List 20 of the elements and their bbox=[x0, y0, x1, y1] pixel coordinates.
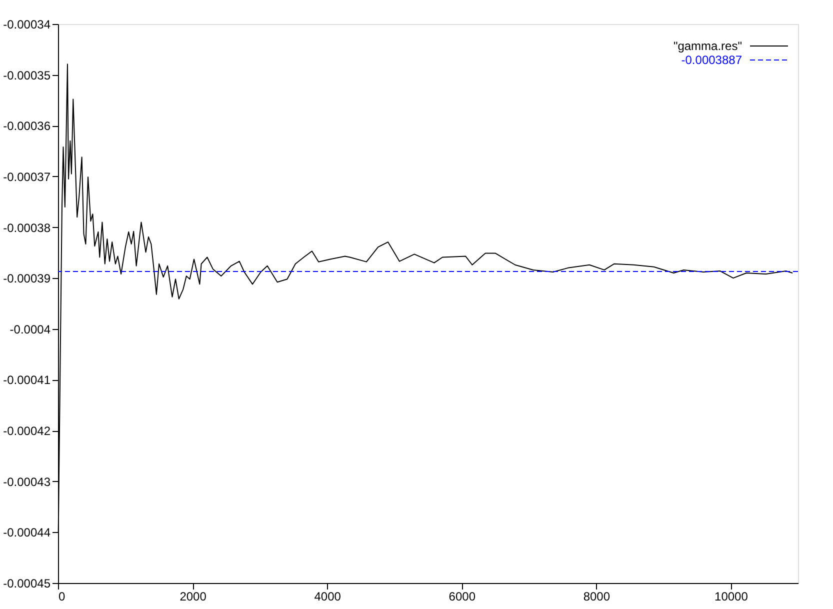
y-tick-label: -0.0004 bbox=[10, 322, 51, 336]
y-tick-label: -0.00043 bbox=[3, 474, 51, 489]
y-tick-label: -0.00045 bbox=[3, 576, 51, 590]
y-tick-label: -0.00036 bbox=[3, 119, 51, 134]
x-tick-label: 2000 bbox=[180, 590, 207, 604]
y-tick-label: -0.00035 bbox=[3, 68, 51, 82]
y-tick-label: -0.00041 bbox=[3, 373, 51, 388]
y-tick-label: -0.00042 bbox=[3, 424, 51, 438]
legend-label: -0.0003887 bbox=[681, 53, 742, 67]
y-tick-label: -0.00039 bbox=[3, 272, 51, 286]
x-tick-label: 8000 bbox=[583, 590, 610, 604]
x-tick-label: 10000 bbox=[714, 590, 748, 604]
y-tick-label: -0.00037 bbox=[3, 170, 51, 184]
y-tick-label: -0.00034 bbox=[3, 18, 51, 32]
y-tick-label: -0.00038 bbox=[3, 220, 51, 235]
legend-label: "gamma.res" bbox=[673, 39, 742, 53]
x-tick-label: 4000 bbox=[314, 590, 342, 604]
x-tick-label: 6000 bbox=[448, 590, 476, 604]
y-tick-label: -0.00044 bbox=[3, 526, 51, 540]
x-tick-label: 0 bbox=[58, 590, 66, 604]
